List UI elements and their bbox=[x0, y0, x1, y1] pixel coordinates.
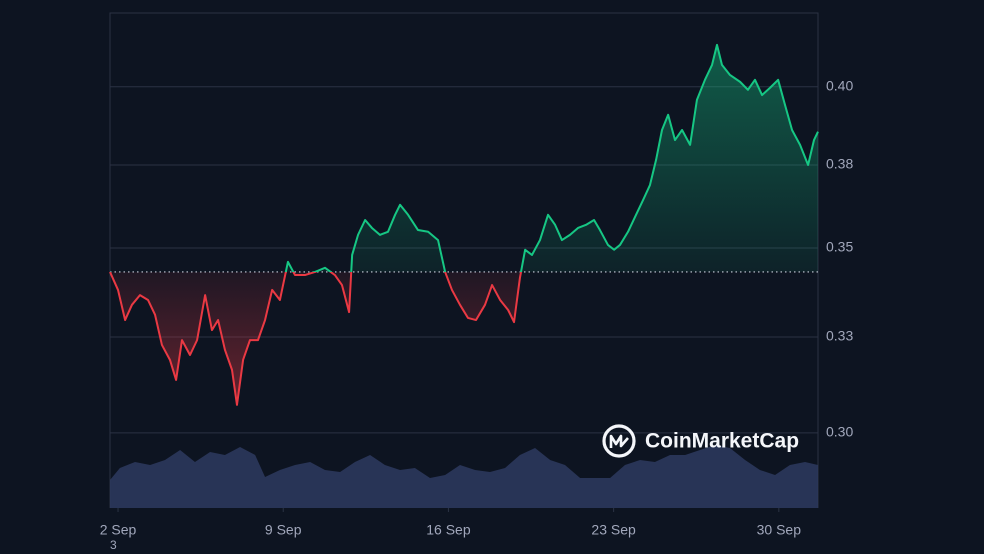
volume-layer bbox=[110, 445, 818, 508]
x-tick-label: 30 Sep bbox=[757, 522, 802, 538]
x-tick-label: 23 Sep bbox=[591, 522, 636, 538]
y-tick-label: 0.40 bbox=[826, 77, 853, 93]
axes: 0.40 0.38 0.35 0.33 0.30 2 Sep 9 Sep 16 Sep 23 S… bbox=[100, 77, 854, 537]
volume-area bbox=[110, 445, 818, 508]
price-layer bbox=[109, 43, 819, 406]
x-tick-label: 9 Sep bbox=[265, 522, 302, 538]
y-tick-label: 0.38 bbox=[826, 156, 853, 172]
y-tick-label: 0.35 bbox=[826, 239, 853, 255]
price-line bbox=[109, 43, 819, 406]
watermark: CoinMarketCap bbox=[602, 424, 799, 458]
y-tick-label: 0.30 bbox=[826, 424, 853, 440]
x-tick-label: 16 Sep bbox=[426, 522, 471, 538]
y-tick-label: 0.33 bbox=[826, 328, 853, 344]
watermark-text: CoinMarketCap bbox=[645, 430, 799, 453]
watermark-logo-mark bbox=[609, 434, 629, 448]
watermark-logo bbox=[602, 424, 636, 458]
price-area bbox=[110, 44, 818, 405]
x-tick-label: 2 Sep bbox=[100, 522, 137, 538]
axis-note: 3 bbox=[110, 538, 117, 552]
